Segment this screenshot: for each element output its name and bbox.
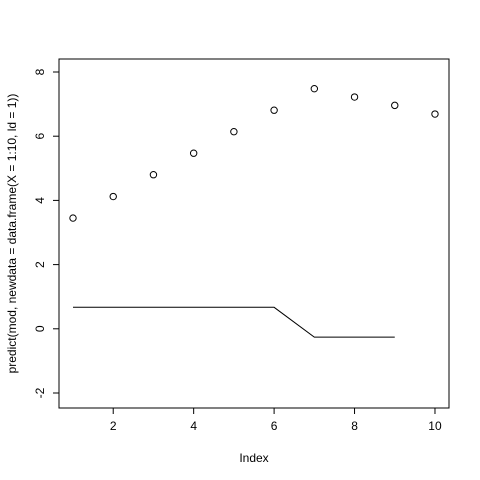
x-tick-label-2: 6 bbox=[271, 419, 278, 433]
y-tick-label-0: -2 bbox=[33, 387, 47, 398]
y-tick-label-4: 6 bbox=[33, 133, 47, 140]
y-tick-label-3: 4 bbox=[33, 197, 47, 204]
y-axis-title: predict(mod, newdata = data.frame(X = 1:… bbox=[5, 94, 19, 374]
y-tick-label-1: 0 bbox=[33, 325, 47, 332]
x-tick-label-1: 4 bbox=[190, 419, 197, 433]
y-tick-label-2: 2 bbox=[33, 261, 47, 268]
x-axis-title: Index bbox=[239, 451, 268, 465]
x-tick-label-3: 8 bbox=[351, 419, 358, 433]
x-tick-label-0: 2 bbox=[110, 419, 117, 433]
x-tick-label-4: 10 bbox=[428, 419, 442, 433]
y-tick-label-5: 8 bbox=[33, 68, 47, 75]
